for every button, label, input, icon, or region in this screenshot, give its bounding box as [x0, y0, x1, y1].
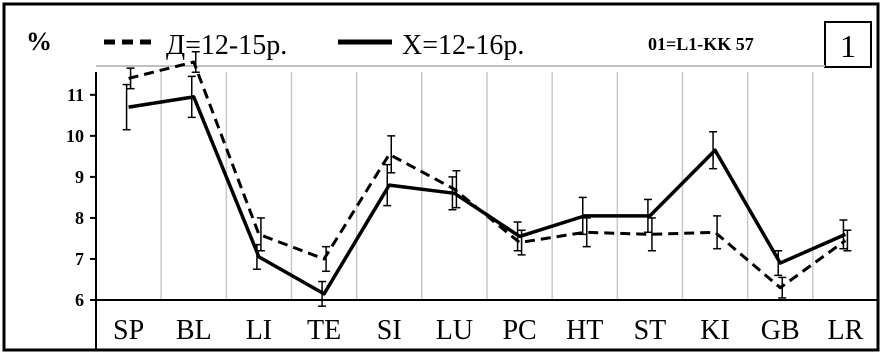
series-line [128, 95, 847, 296]
x-tick-label: LU [436, 315, 473, 346]
tick-labels: 6 7 8 9 10 11 SP BL LI TE SI LU PC HT ST KI GB LR [66, 85, 864, 346]
x-tick-label: TE [307, 315, 341, 346]
y-tick-label: 11 [67, 85, 84, 105]
x-tick-label: ST [634, 315, 667, 346]
x-tick-label: KI [700, 315, 730, 346]
legend-label-dashed: Д=12-15р. [166, 30, 287, 61]
x-tick-label: BL [176, 315, 212, 346]
grid-lines [160, 72, 814, 300]
y-unit-label: % [26, 27, 52, 56]
error-bar [582, 217, 591, 248]
error-bar [839, 219, 848, 250]
series-layer [122, 50, 852, 307]
error-bar [843, 229, 852, 252]
x-tick-label: LI [246, 315, 272, 346]
error-bar [122, 83, 131, 131]
error-bar [322, 245, 331, 273]
error-bar [318, 280, 327, 307]
error-bar [647, 217, 656, 252]
y-tick-label: 8 [75, 208, 84, 228]
legend-label-solid: Х=12-16р. [402, 30, 524, 61]
x-tick-label: GB [761, 315, 800, 346]
legend: Д=12-15р. Х=12-16р. [104, 30, 524, 61]
corner-label: 01=L1-KK 57 [648, 34, 754, 54]
x-tick-label: PC [502, 315, 536, 346]
error-bar [191, 50, 200, 74]
y-tick-label: 6 [75, 290, 84, 310]
error-bar [252, 243, 261, 270]
x-tick-label: LR [828, 315, 864, 346]
error-bar [383, 163, 392, 207]
x-tick-label: SP [113, 315, 144, 346]
error-bar [578, 196, 587, 236]
error-bar [643, 198, 652, 234]
y-tick-label: 9 [75, 167, 84, 187]
error-bar [774, 250, 783, 277]
series-solid [122, 75, 848, 307]
error-bar [513, 221, 522, 252]
y-tick-label: 7 [75, 249, 84, 269]
error-bar [709, 131, 718, 170]
x-tick-label: HT [566, 315, 603, 346]
error-bar [448, 176, 457, 211]
error-bar [778, 276, 787, 299]
panel-badge: 1 [840, 28, 856, 64]
axes [90, 72, 878, 350]
x-tick-label: SI [377, 315, 402, 346]
error-bar [187, 75, 196, 119]
y-tick-label: 10 [66, 126, 84, 146]
error-bar [713, 215, 722, 250]
error-bar [387, 135, 396, 174]
panel-badge-box [824, 21, 872, 68]
